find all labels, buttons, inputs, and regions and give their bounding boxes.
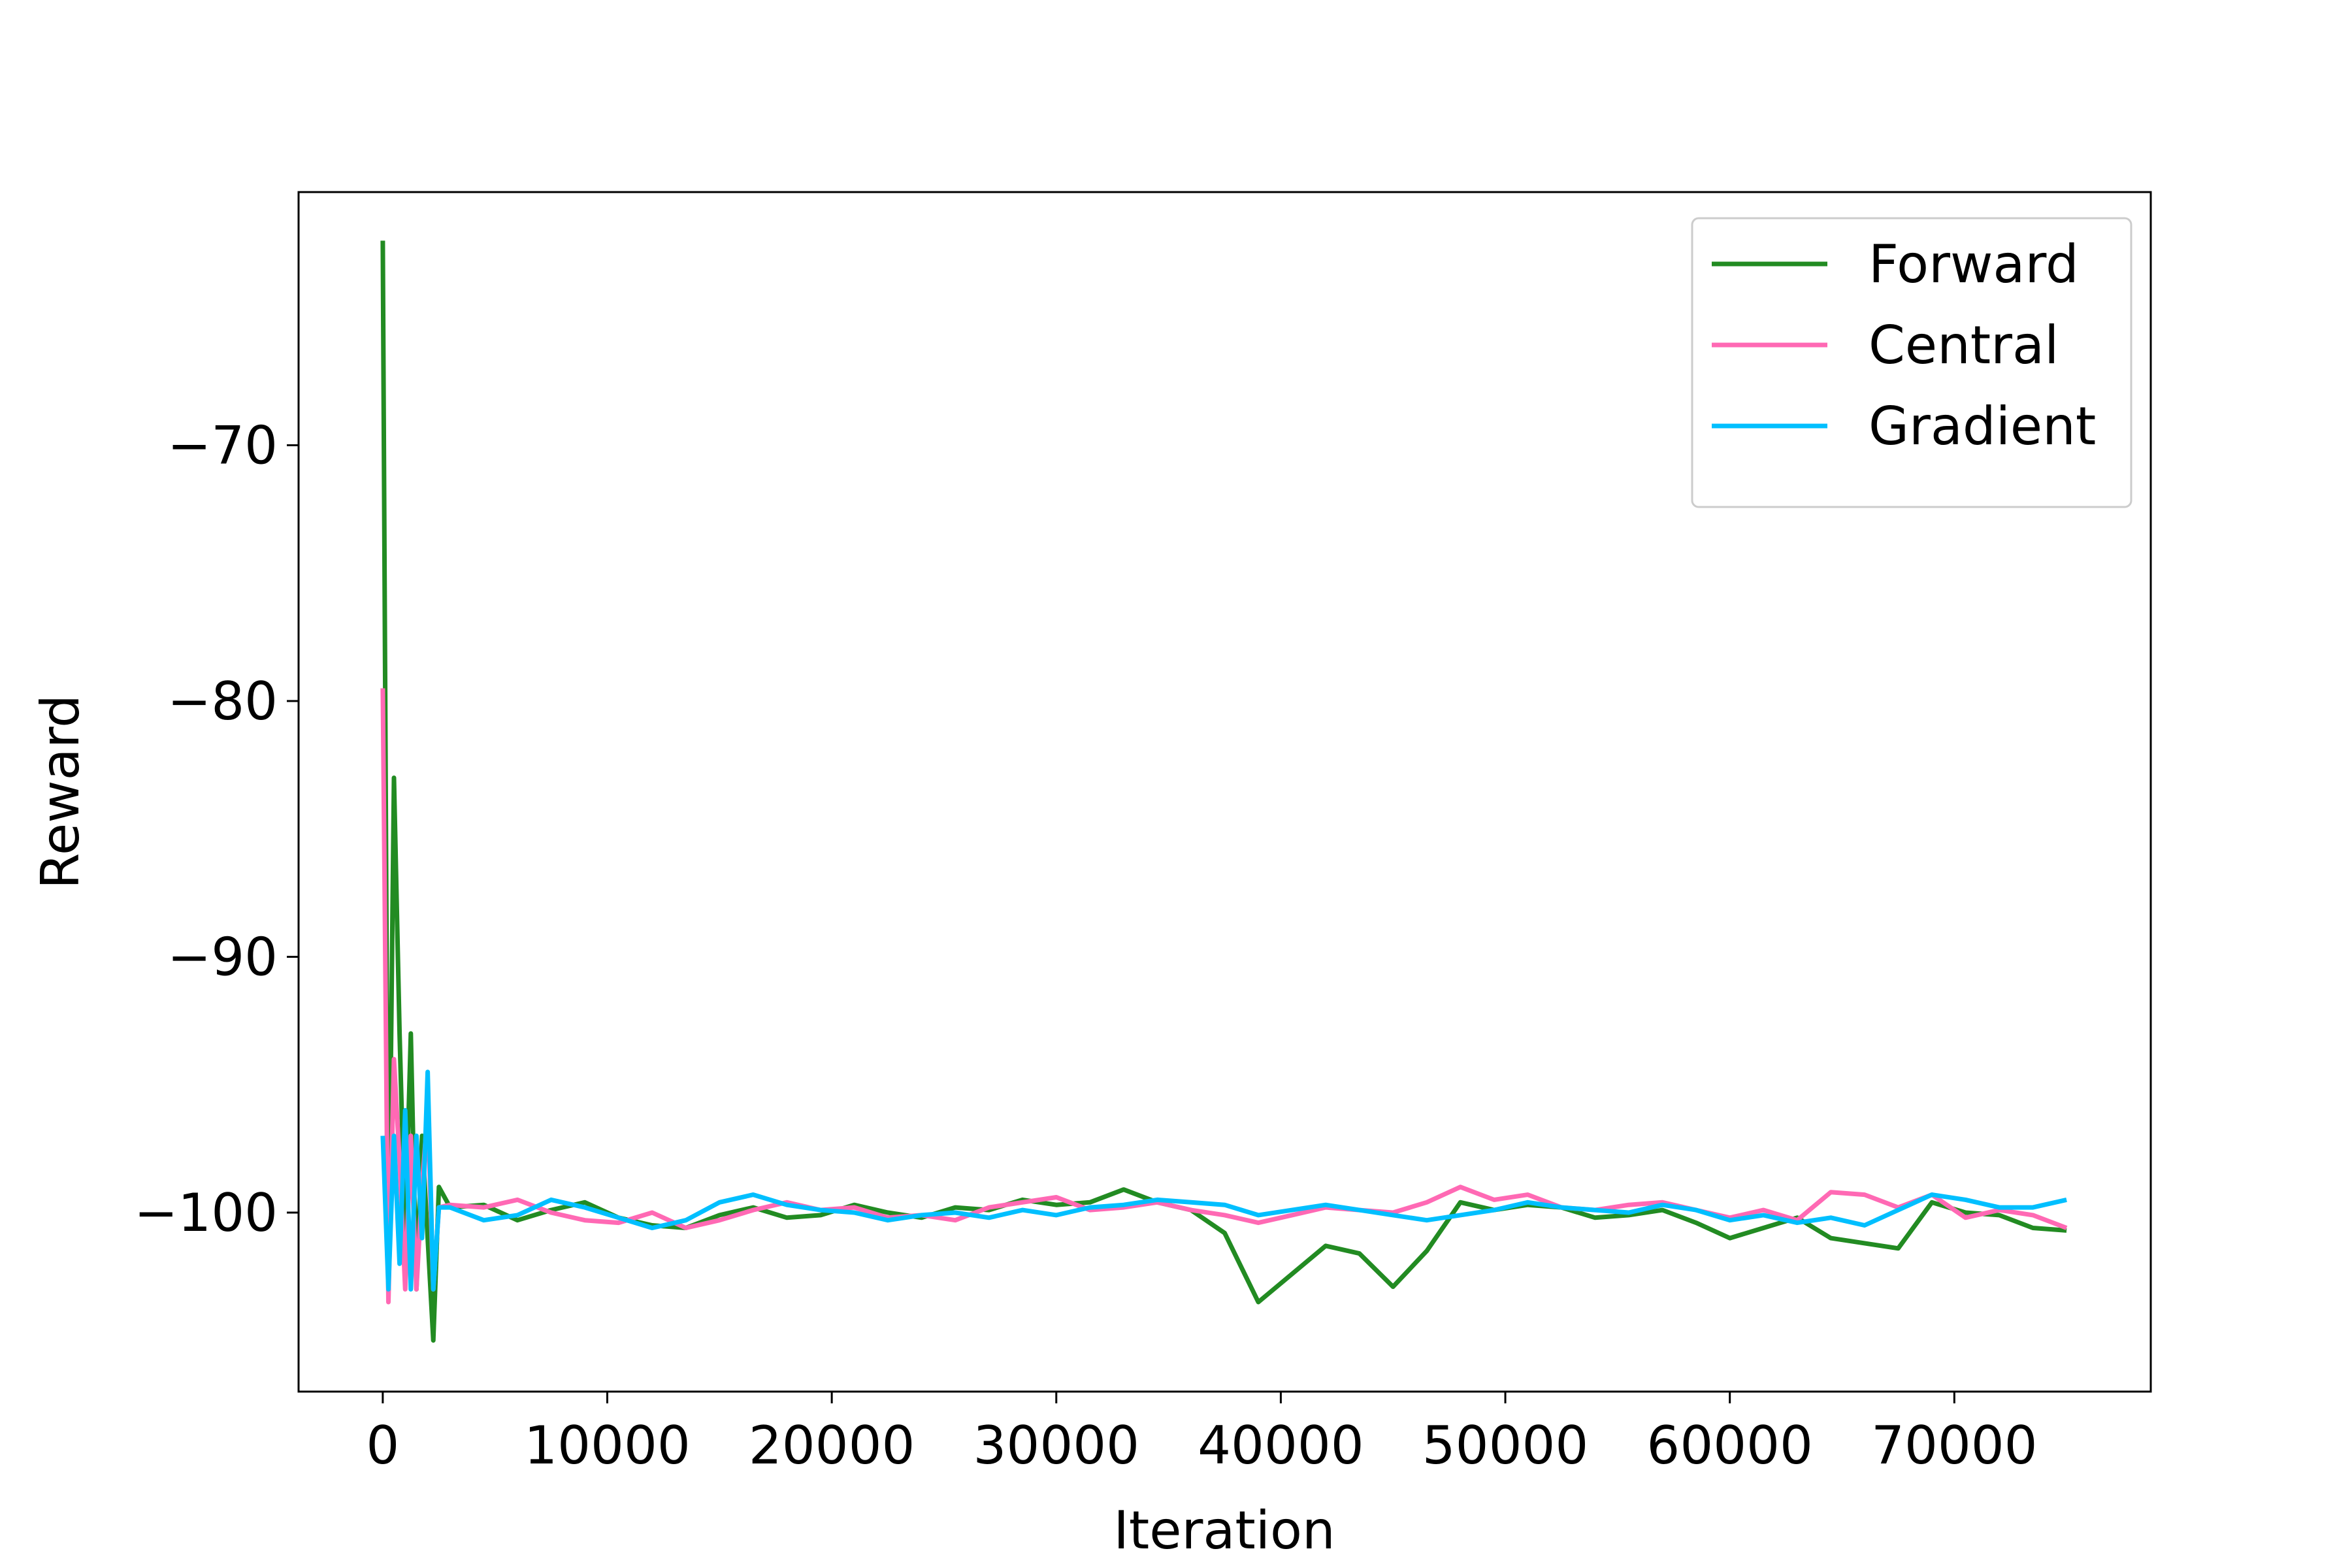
series-line <box>380 688 2068 1305</box>
x-tick-label: 0 <box>366 1415 399 1476</box>
x-tick-label: 50000 <box>1422 1415 1589 1476</box>
x-tick-label: 20000 <box>749 1415 915 1476</box>
legend-label: Central <box>1869 315 2059 376</box>
y-tick-label: −90 <box>167 926 278 987</box>
x-tick-label: 60000 <box>1646 1415 1813 1476</box>
legend-box <box>1691 217 2132 508</box>
x-tick-label: 70000 <box>1871 1415 2038 1476</box>
plot-frame <box>297 191 2152 1393</box>
legend-label: Gradient <box>1869 396 2096 457</box>
x-tick-label: 10000 <box>524 1415 691 1476</box>
y-tick-label: −70 <box>167 416 278 476</box>
x-tick-label: 30000 <box>973 1415 1140 1476</box>
y-tick-label: −80 <box>167 671 278 732</box>
legend-label: Forward <box>1869 234 2079 295</box>
series-line <box>380 1070 2067 1292</box>
y-axis-label: Reward <box>30 694 91 889</box>
x-axis-label: Iteration <box>1113 1500 1335 1561</box>
y-tick-label: −100 <box>134 1183 278 1243</box>
x-tick-label: 40000 <box>1198 1415 1364 1476</box>
